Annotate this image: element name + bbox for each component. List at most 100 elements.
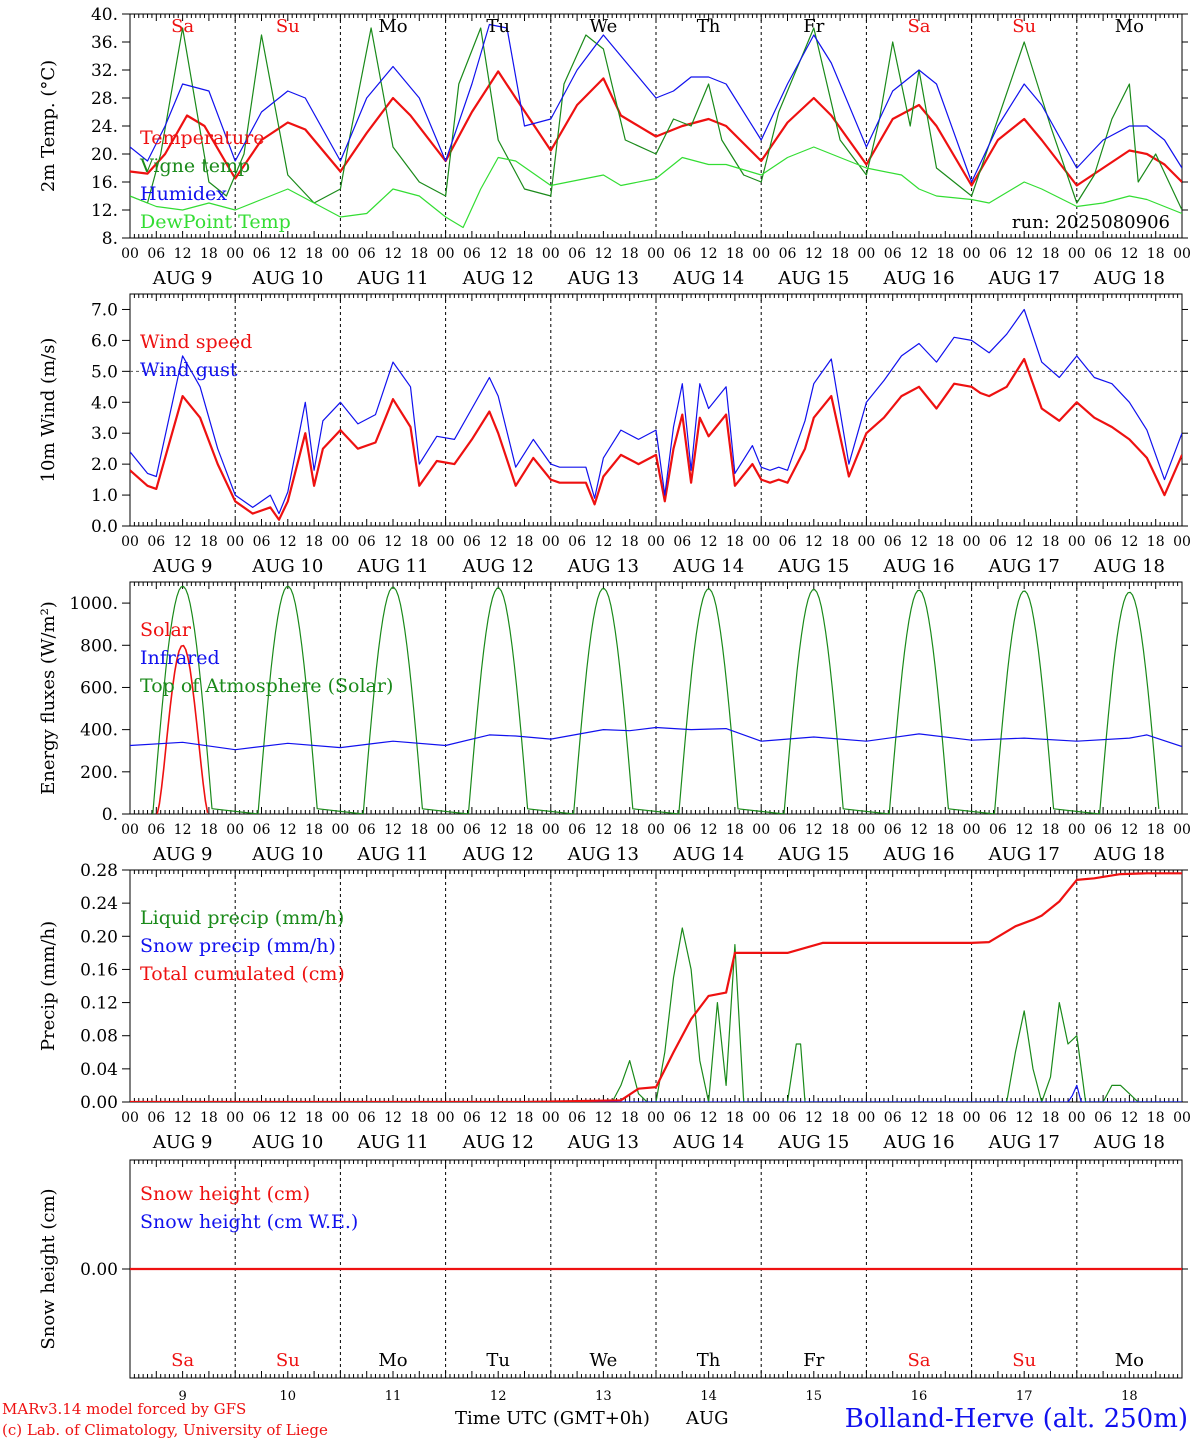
y-axis: 0.00 0.04 0.08 0.12 0.16 0.20 0.24 0.28: [80, 861, 1188, 1113]
date-label: AUG 18: [1093, 844, 1165, 865]
hour-label: 06: [1094, 1110, 1112, 1126]
y-tick-label: 1000.: [69, 594, 118, 614]
station-label: Bolland-Herve (alt. 250m): [845, 1404, 1188, 1434]
hour-label: 18: [1042, 822, 1060, 838]
hour-label: 00: [331, 246, 349, 262]
date-label: AUG 14: [672, 556, 744, 577]
hour-label: 12: [384, 246, 402, 262]
hour-label: 00: [437, 246, 455, 262]
legend-entry: DewPoint Temp: [140, 211, 291, 233]
hour-label: 06: [147, 822, 165, 838]
day-number-label: 18: [1121, 1389, 1138, 1404]
day-name-label: Tu: [486, 16, 510, 37]
day-number-label: 11: [385, 1389, 402, 1404]
hour-label: 12: [910, 534, 928, 550]
hour-label: 06: [358, 246, 376, 262]
series-group: [130, 872, 1182, 1102]
day-number-label: 14: [700, 1389, 717, 1404]
legend: Wind speed Wind gust: [140, 331, 252, 381]
date-label: AUG 11: [356, 1132, 428, 1153]
day-name-label: Fr: [803, 1350, 824, 1371]
day-name-label: Sa: [907, 16, 930, 37]
hour-label: 06: [884, 1110, 902, 1126]
legend-entry: Vigne temp: [139, 155, 250, 177]
panel-2: 0.0 1.0 2.0 3.0 4.0 5.0 6.0 7.0 10m Wind (m/s) Wi…: [38, 293, 1191, 577]
hour-label: 12: [279, 1110, 297, 1126]
day-number-label: 17: [1016, 1389, 1033, 1404]
hour-label: 00: [542, 246, 560, 262]
hour-label: 06: [779, 822, 797, 838]
day-name-label: Su: [1012, 1350, 1036, 1371]
hour-label: 06: [568, 822, 586, 838]
date-label: AUG 15: [777, 1132, 849, 1153]
hour-label: 18: [516, 1110, 534, 1126]
hour-label: 12: [1120, 1110, 1138, 1126]
hour-label: 00: [542, 822, 560, 838]
hour-label: 12: [174, 246, 192, 262]
y-axis: 0.00: [80, 1260, 1188, 1280]
day-name-label: Th: [697, 1350, 721, 1371]
y-tick-label: 28.: [91, 89, 118, 109]
hour-label: 12: [384, 1110, 402, 1126]
hour-label: 12: [594, 246, 612, 262]
legend-entry: Total cumulated (cm): [140, 963, 345, 985]
hour-label: 00: [121, 1110, 139, 1126]
day-number-label: 12: [490, 1389, 507, 1404]
date-label: AUG 10: [251, 268, 323, 289]
hour-label: 12: [1015, 246, 1033, 262]
date-label: AUG 10: [251, 1132, 323, 1153]
day-number-label: 16: [911, 1389, 928, 1404]
hour-label: 18: [200, 246, 218, 262]
day-number-label: 9: [178, 1389, 186, 1404]
hour-label: 06: [779, 1110, 797, 1126]
hour-label: 12: [489, 246, 507, 262]
date-label: AUG 17: [988, 844, 1060, 865]
date-label: AUG 16: [882, 556, 954, 577]
hour-label: 18: [726, 534, 744, 550]
hour-label: 00: [437, 534, 455, 550]
hour-label: 12: [594, 1110, 612, 1126]
date-label: AUG 15: [777, 268, 849, 289]
y-tick-label: 0.16: [80, 960, 118, 980]
date-label: AUG 9: [152, 1132, 213, 1153]
hour-label: 12: [174, 822, 192, 838]
hour-label: 18: [726, 246, 744, 262]
y-tick-label: 40.: [91, 5, 118, 25]
hour-label: 12: [910, 822, 928, 838]
hour-label: 18: [936, 534, 954, 550]
hour-label: 00: [1068, 1110, 1086, 1126]
hour-label: 00: [331, 1110, 349, 1126]
date-label: AUG 9: [152, 556, 213, 577]
hour-label: 12: [279, 534, 297, 550]
hour-label: 18: [516, 246, 534, 262]
hour-label: 12: [910, 1110, 928, 1126]
series-line-1: [130, 927, 1182, 1102]
date-label: AUG 17: [988, 268, 1060, 289]
y-tick-label: 0.04: [80, 1060, 118, 1080]
hour-label: 12: [1120, 534, 1138, 550]
hour-label: 12: [489, 534, 507, 550]
series-line-1: [130, 70, 1182, 187]
hour-label: 12: [1120, 822, 1138, 838]
legend-entry: Temperature: [140, 127, 264, 149]
date-label: AUG 13: [567, 268, 639, 289]
hour-label: 18: [305, 822, 323, 838]
y-tick-label: 0.20: [80, 927, 118, 947]
day-name-label: Th: [697, 16, 721, 37]
legend: Temperature Vigne temp Humidex DewPoint Tem…: [139, 127, 291, 233]
hour-label: 06: [989, 822, 1007, 838]
date-label: AUG 13: [567, 844, 639, 865]
legend: Liquid precip (mm/h) Snow precip (mm/h) To…: [140, 907, 345, 985]
date-label: AUG 17: [988, 556, 1060, 577]
hour-label: 06: [463, 246, 481, 262]
hour-label: 00: [1173, 246, 1191, 262]
hour-ticks: [129, 582, 1183, 814]
y-axis-label: 10m Wind (m/s): [38, 338, 59, 483]
y-tick-label: 1.0: [91, 486, 118, 506]
day-number-label: 13: [595, 1389, 612, 1404]
hour-label: 18: [936, 1110, 954, 1126]
y-axis-label: Snow height (cm): [38, 1188, 59, 1349]
legend: Solar Infrared Top of Atmosphere (Solar): [140, 619, 393, 697]
hour-label: 18: [200, 822, 218, 838]
